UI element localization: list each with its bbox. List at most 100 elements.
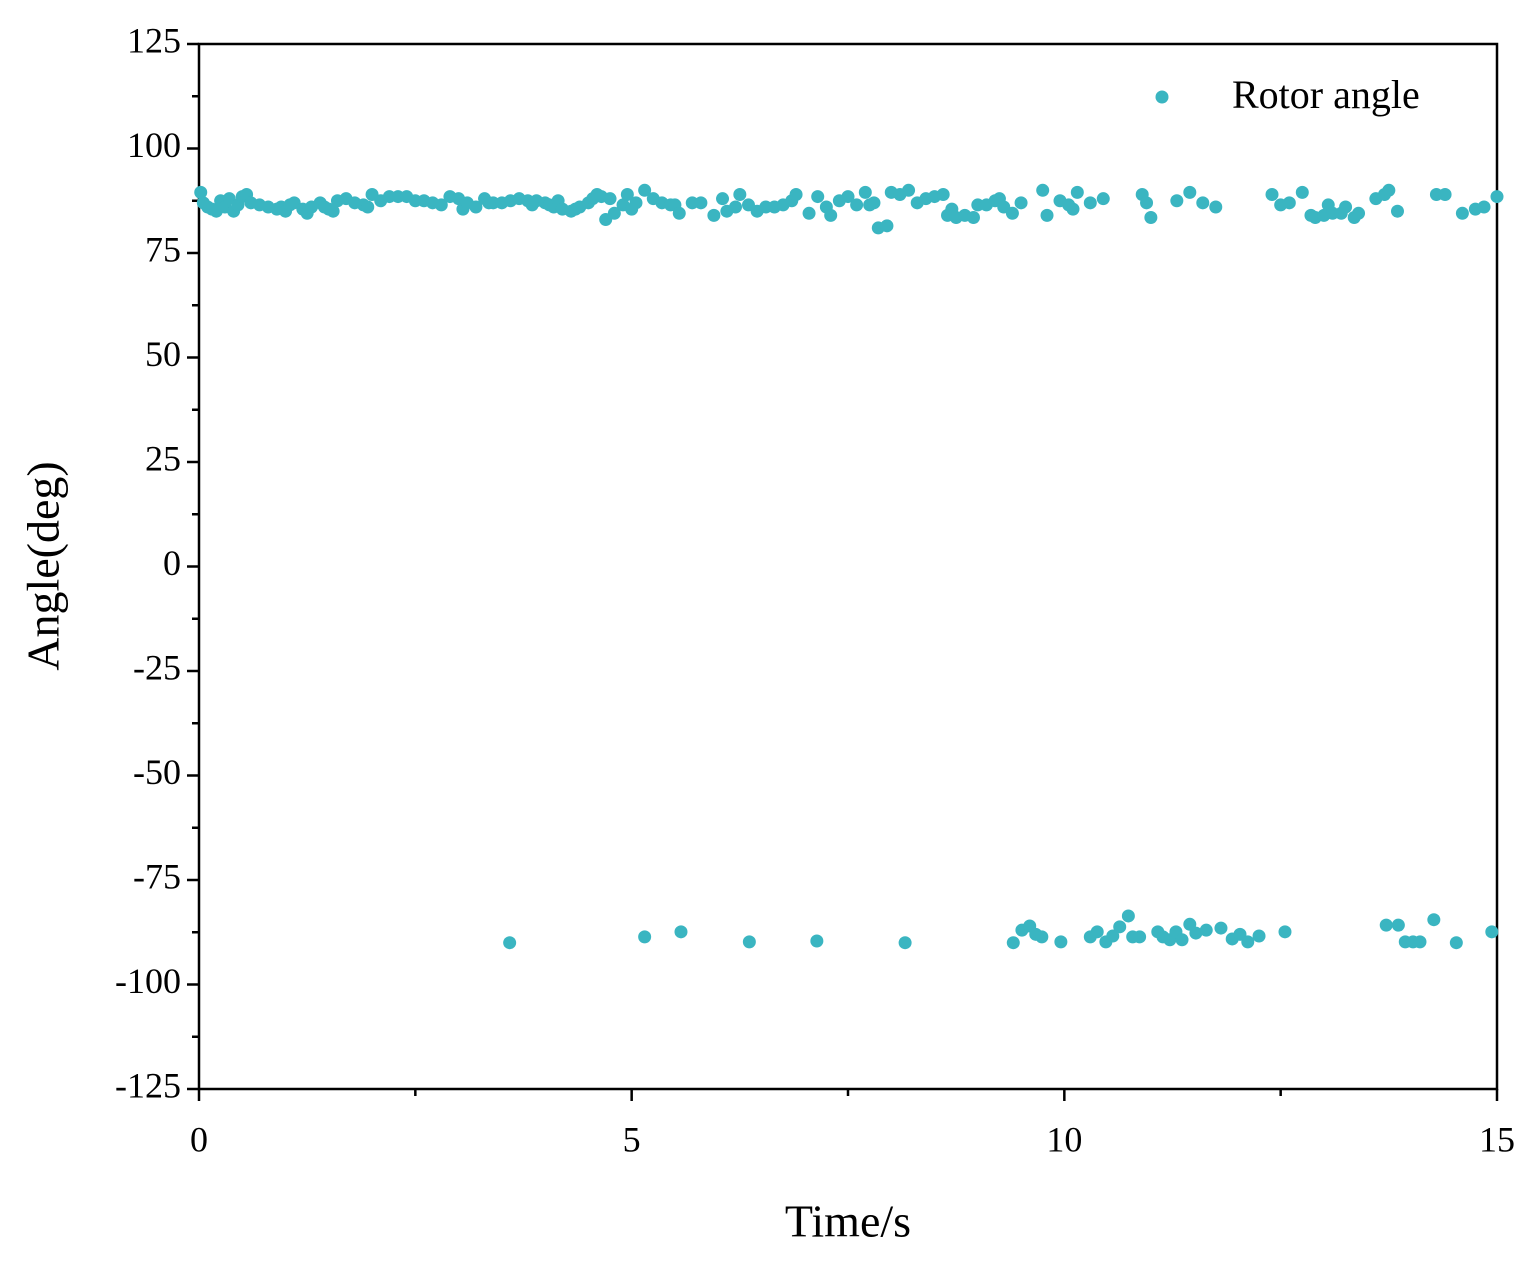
- data-point: [1278, 925, 1292, 939]
- data-point: [1339, 200, 1353, 214]
- data-point: [638, 183, 652, 197]
- data-point: [1083, 196, 1097, 210]
- x-tick-label: 15: [1479, 1119, 1515, 1159]
- data-point: [1455, 206, 1469, 220]
- data-point: [1352, 206, 1366, 220]
- data-point: [789, 187, 803, 201]
- data-point: [638, 930, 652, 944]
- y-tick-label: 50: [145, 334, 181, 374]
- data-point: [1144, 210, 1158, 224]
- data-point: [850, 198, 864, 212]
- data-point: [1390, 204, 1404, 218]
- data-point: [1391, 918, 1405, 932]
- y-tick-label: 100: [127, 125, 181, 165]
- y-tick-label: -125: [115, 1065, 181, 1105]
- data-point: [1170, 194, 1184, 208]
- data-point: [361, 200, 375, 214]
- x-tick-label: 0: [190, 1119, 208, 1159]
- y-tick-label: -100: [115, 961, 181, 1001]
- data-point: [1106, 929, 1120, 943]
- y-tick-label: -75: [133, 856, 181, 896]
- data-point: [1140, 196, 1154, 210]
- data-point: [1427, 913, 1441, 927]
- data-point: [1413, 935, 1427, 949]
- data-point: [1379, 918, 1393, 932]
- data-point: [733, 187, 747, 201]
- data-point: [707, 208, 721, 222]
- data-point: [824, 208, 838, 222]
- data-point: [1133, 930, 1147, 944]
- data-point: [1438, 187, 1452, 201]
- data-point: [1485, 925, 1499, 939]
- data-point: [1014, 196, 1028, 210]
- data-point: [1054, 935, 1068, 949]
- legend-marker: [1155, 90, 1169, 104]
- data-point: [810, 934, 824, 948]
- data-point: [841, 190, 855, 204]
- data-point: [1282, 196, 1296, 210]
- data-point: [1183, 185, 1197, 199]
- data-point: [1070, 185, 1084, 199]
- y-tick-label: -50: [133, 752, 181, 792]
- data-point: [1382, 183, 1396, 197]
- data-point: [729, 200, 743, 214]
- data-point: [1121, 909, 1135, 923]
- data-point: [742, 935, 756, 949]
- data-point: [629, 196, 643, 210]
- data-point: [1209, 200, 1223, 214]
- data-point: [1295, 185, 1309, 199]
- y-tick-label: 0: [163, 543, 181, 583]
- data-point: [1006, 936, 1020, 950]
- data-point: [1036, 183, 1050, 197]
- data-point: [1490, 190, 1504, 204]
- data-point: [607, 206, 621, 220]
- data-point: [1449, 936, 1463, 950]
- data-point: [1175, 933, 1189, 947]
- y-tick-label: 75: [145, 229, 181, 269]
- data-point: [1035, 930, 1049, 944]
- data-point: [936, 187, 950, 201]
- data-point: [1005, 206, 1019, 220]
- data-point: [858, 185, 872, 199]
- data-point: [1096, 192, 1110, 206]
- data-point: [1265, 187, 1279, 201]
- x-axis-title: Time/s: [785, 1196, 911, 1247]
- data-point: [1477, 200, 1491, 214]
- data-point: [1189, 926, 1203, 940]
- data-point: [811, 190, 825, 204]
- data-point: [672, 206, 686, 220]
- data-point: [694, 196, 708, 210]
- x-tick-label: 10: [1046, 1119, 1082, 1159]
- data-point: [1113, 920, 1127, 934]
- y-tick-label: 25: [145, 438, 181, 478]
- data-point: [1040, 208, 1054, 222]
- data-point: [674, 925, 688, 939]
- data-point: [1214, 921, 1228, 935]
- data-point: [716, 192, 730, 206]
- data-point: [902, 183, 916, 197]
- data-point: [898, 936, 912, 950]
- data-point: [1252, 929, 1266, 943]
- data-point: [194, 185, 208, 199]
- data-point: [503, 936, 517, 950]
- data-point: [966, 210, 980, 224]
- data-point: [1090, 925, 1104, 939]
- y-tick-label: -25: [133, 647, 181, 687]
- data-point: [326, 204, 340, 218]
- legend-label: Rotor angle: [1232, 72, 1420, 117]
- data-point: [1066, 202, 1080, 216]
- data-point: [434, 198, 448, 212]
- data-point: [603, 192, 617, 206]
- data-point: [880, 219, 894, 233]
- data-point: [1196, 196, 1210, 210]
- data-point: [867, 196, 881, 210]
- data-point: [802, 206, 816, 220]
- data-point: [1199, 923, 1213, 937]
- y-tick-label: 125: [127, 20, 181, 60]
- data-point: [620, 187, 634, 201]
- data-point: [469, 200, 483, 214]
- x-tick-label: 5: [623, 1119, 641, 1159]
- y-axis-title: Angle(deg): [18, 461, 69, 670]
